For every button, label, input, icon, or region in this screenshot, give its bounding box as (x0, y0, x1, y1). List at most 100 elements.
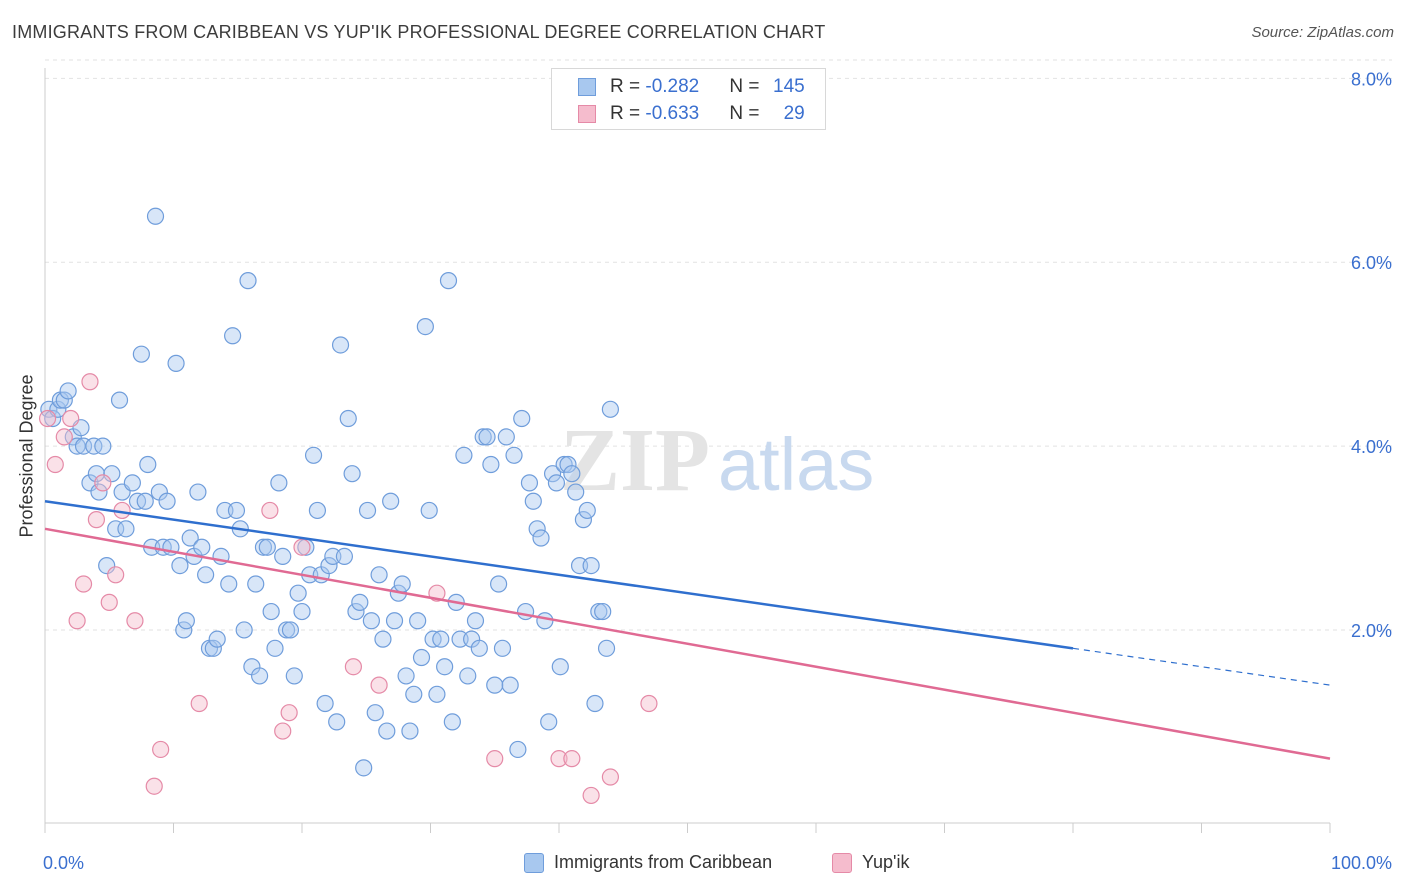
point-caribbean (355, 759, 373, 777)
point-yupik (100, 593, 118, 611)
point-yupik (38, 409, 57, 428)
point-caribbean (597, 639, 616, 657)
point-caribbean (501, 676, 519, 694)
point-caribbean (258, 538, 276, 556)
point-caribbean (158, 492, 176, 510)
point-yupik (550, 750, 568, 768)
point-yupik (62, 409, 80, 428)
point-caribbean (44, 409, 62, 428)
point-yupik (145, 777, 163, 795)
point-yupik (274, 722, 292, 740)
point-caribbean (316, 694, 334, 713)
point-caribbean (59, 382, 77, 400)
point-caribbean (559, 455, 577, 474)
point-caribbean (466, 612, 485, 630)
point-caribbean (289, 584, 307, 602)
point-caribbean (432, 630, 450, 648)
point-caribbean (470, 639, 488, 657)
chart-title: IMMIGRANTS FROM CARIBBEAN VS YUP'IK PROF… (12, 22, 826, 42)
point-caribbean (397, 667, 415, 685)
point-caribbean (436, 658, 454, 676)
point-yupik (640, 694, 658, 713)
y-axis-label: Professional Degree (16, 374, 37, 538)
point-caribbean (308, 501, 327, 520)
legend-n-label: N = (729, 76, 765, 97)
point-caribbean (262, 602, 280, 621)
point-caribbean (536, 612, 554, 630)
legend-row-yupik: R = -0.633 N = 29 (578, 103, 805, 125)
point-caribbean (532, 529, 550, 547)
point-caribbean (103, 465, 121, 483)
point-caribbean (304, 446, 323, 464)
legend-r-value: -0.282 (645, 76, 700, 97)
point-caribbean (136, 492, 154, 510)
legend-bottom: Immigrants from Caribbean Yup'ik (0, 852, 1406, 878)
point-yupik (152, 740, 170, 759)
point-caribbean (277, 621, 296, 639)
trend-lines (44, 500, 1331, 760)
point-caribbean (420, 501, 438, 520)
point-yupik (190, 694, 208, 713)
point-caribbean (167, 354, 185, 372)
point-caribbean (204, 639, 222, 657)
x-tick-label-max: 100.0% (1331, 853, 1392, 873)
point-yupik (582, 786, 600, 805)
point-caribbean (266, 639, 284, 657)
point-caribbean (274, 547, 292, 566)
point-caribbean (370, 566, 388, 584)
point-caribbean (347, 602, 365, 621)
point-caribbean (366, 704, 384, 722)
legend-label-yupik: Yup'ik (862, 852, 910, 872)
y-tick-label: 6.0% (1351, 253, 1392, 273)
point-yupik (293, 538, 311, 556)
point-caribbean (117, 520, 135, 538)
point-caribbean (247, 575, 265, 593)
chart-source: Source: ZipAtlas.com (1251, 24, 1394, 41)
point-caribbean (193, 538, 211, 556)
point-caribbean (547, 474, 566, 492)
point-yupik (126, 612, 144, 630)
x-tick-label-min: 0.0% (43, 853, 84, 873)
point-caribbean (574, 511, 593, 529)
point-caribbean (509, 740, 527, 759)
point-caribbean (110, 391, 129, 409)
point-caribbean (85, 437, 103, 455)
grid-lines (45, 59, 1392, 631)
point-caribbean (55, 391, 73, 409)
point-yupik (46, 455, 64, 474)
point-yupik (563, 750, 581, 768)
trend-line-yupik (44, 527, 1331, 760)
legend-item-yupik: Yup'ik (832, 852, 909, 873)
legend-swatch-blue (524, 852, 544, 873)
point-caribbean (335, 547, 354, 566)
point-caribbean (443, 713, 461, 731)
point-caribbean (343, 465, 361, 483)
point-caribbean (181, 529, 199, 547)
point-caribbean (281, 621, 300, 639)
watermark: ZIP atlas (560, 411, 874, 510)
point-caribbean (270, 474, 288, 492)
point-caribbean (189, 483, 207, 501)
point-yupik (55, 428, 73, 446)
data-points (38, 207, 658, 805)
point-caribbean (197, 566, 215, 584)
point-caribbean (578, 501, 596, 520)
y-tick-label: 2.0% (1351, 621, 1392, 641)
point-yupik (344, 658, 362, 676)
point-yupik (81, 373, 99, 391)
point-yupik (68, 612, 86, 630)
point-caribbean (594, 602, 612, 621)
legend-row-caribbean: R = -0.282 N = 145 (578, 76, 805, 98)
point-caribbean (516, 602, 535, 621)
trend-line-caribbean-extension (1072, 647, 1331, 686)
legend-n-value: 29 (783, 103, 805, 124)
tick-labels: 2.0% 4.0% 6.0% 8.0% 0.0% 100.0% (43, 69, 1392, 873)
legend-swatch-pink (832, 852, 852, 873)
legend-r-label: R = (610, 76, 646, 97)
point-caribbean (439, 272, 458, 290)
legend-r-label: R = (610, 103, 646, 124)
point-caribbean (339, 409, 357, 428)
point-caribbean (416, 317, 434, 336)
point-caribbean (405, 685, 423, 703)
